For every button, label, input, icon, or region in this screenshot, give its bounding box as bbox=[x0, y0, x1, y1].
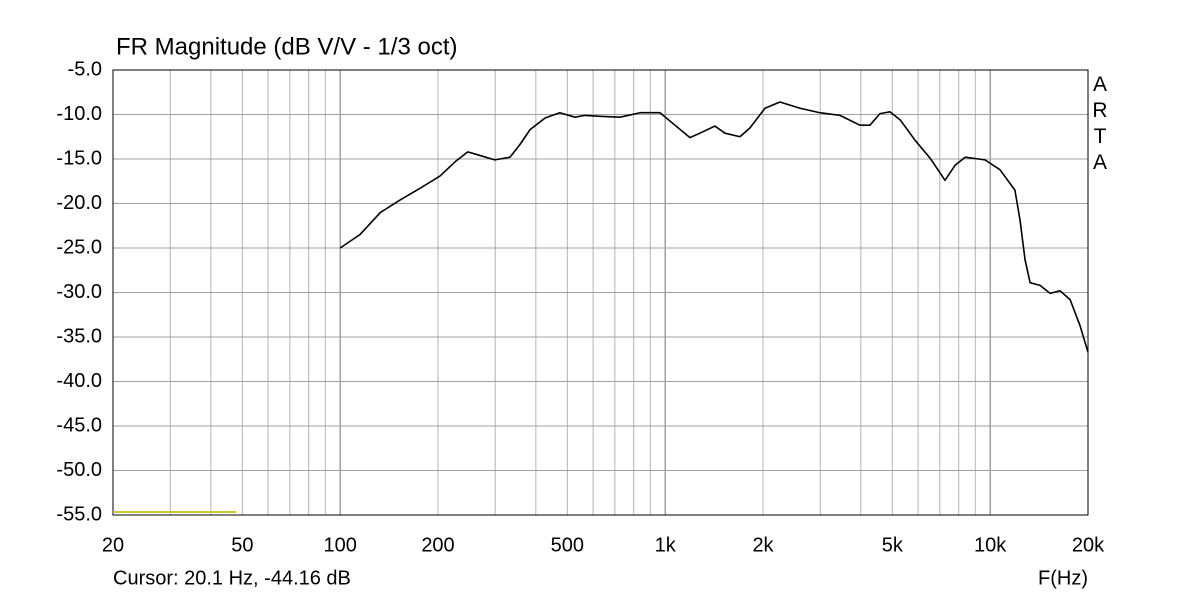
x-tick-label: 20k bbox=[1072, 534, 1105, 556]
x-tick-label: 2k bbox=[752, 534, 774, 556]
x-tick-label: 10k bbox=[974, 534, 1007, 556]
x-tick-label: 100 bbox=[323, 534, 356, 556]
watermark: ARTA bbox=[1092, 73, 1108, 174]
y-tick-label: -45.0 bbox=[56, 414, 102, 436]
x-tick-label: 1k bbox=[655, 534, 677, 556]
x-tick-label: 5k bbox=[882, 534, 904, 556]
y-tick-label: -55.0 bbox=[56, 503, 102, 525]
y-tick-label: -5.0 bbox=[68, 58, 102, 80]
y-tick-label: -15.0 bbox=[56, 147, 102, 169]
y-tick-label: -30.0 bbox=[56, 281, 102, 303]
x-tick-label: 200 bbox=[421, 534, 454, 556]
y-tick-label: -50.0 bbox=[56, 459, 102, 481]
cursor-readout: Cursor: 20.1 Hz, -44.16 dB bbox=[113, 567, 351, 589]
chart-title: FR Magnitude (dB V/V - 1/3 oct) bbox=[116, 33, 457, 60]
y-tick-label: -40.0 bbox=[56, 370, 102, 392]
plot-frame bbox=[112, 69, 1089, 516]
x-tick-label: 20 bbox=[102, 534, 124, 556]
y-tick-label: -35.0 bbox=[56, 325, 102, 347]
y-tick-label: -10.0 bbox=[56, 103, 102, 125]
x-tick-label: 500 bbox=[551, 534, 584, 556]
x-axis-label: F(Hz) bbox=[1038, 567, 1088, 589]
y-tick-label: -25.0 bbox=[56, 236, 102, 258]
response-curve bbox=[339, 101, 1089, 353]
x-tick-label: 50 bbox=[231, 534, 253, 556]
y-tick-label: -20.0 bbox=[56, 192, 102, 214]
